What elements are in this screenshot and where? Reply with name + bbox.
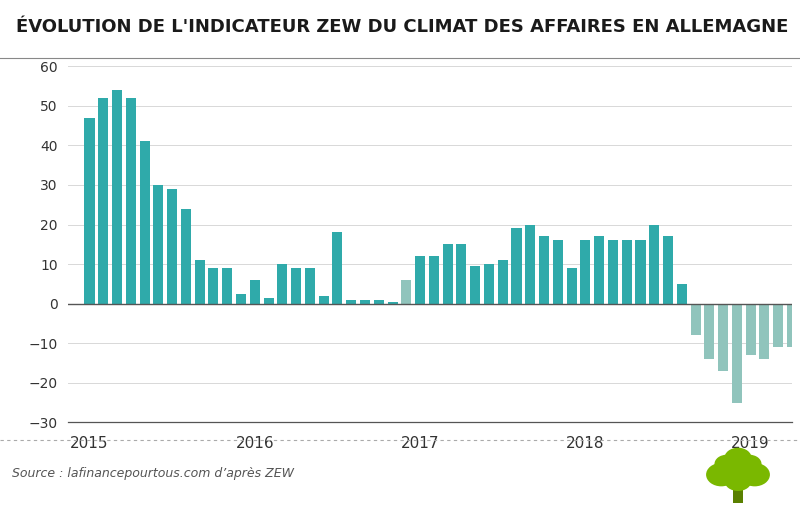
- Bar: [402, 280, 411, 304]
- Bar: [181, 209, 191, 304]
- Bar: [732, 304, 742, 403]
- Circle shape: [724, 470, 752, 491]
- Bar: [112, 90, 122, 304]
- Bar: [733, 488, 743, 503]
- Circle shape: [739, 463, 770, 487]
- Bar: [346, 300, 356, 304]
- Bar: [484, 264, 494, 304]
- Bar: [278, 264, 287, 304]
- Bar: [305, 268, 315, 304]
- Bar: [209, 268, 218, 304]
- Bar: [677, 284, 687, 304]
- Bar: [718, 304, 728, 371]
- Bar: [635, 240, 646, 304]
- Bar: [429, 256, 439, 304]
- Bar: [387, 302, 398, 304]
- Bar: [511, 229, 522, 304]
- Bar: [580, 240, 590, 304]
- Bar: [704, 304, 714, 359]
- Circle shape: [738, 455, 762, 473]
- Bar: [85, 118, 94, 304]
- Bar: [98, 98, 108, 304]
- Bar: [415, 256, 425, 304]
- Bar: [470, 266, 480, 304]
- Bar: [360, 300, 370, 304]
- Bar: [154, 185, 163, 304]
- Bar: [126, 98, 136, 304]
- Bar: [539, 236, 549, 304]
- Bar: [318, 296, 329, 304]
- Bar: [456, 244, 466, 304]
- Bar: [167, 189, 177, 304]
- Bar: [773, 304, 783, 347]
- Bar: [759, 304, 770, 359]
- Bar: [608, 240, 618, 304]
- Text: Source : lafinancepourtous.com d’après ZEW: Source : lafinancepourtous.com d’après Z…: [12, 467, 294, 480]
- Bar: [690, 304, 701, 335]
- Circle shape: [714, 455, 738, 473]
- Bar: [526, 224, 535, 304]
- Bar: [236, 294, 246, 304]
- Bar: [374, 300, 384, 304]
- Bar: [622, 240, 632, 304]
- Bar: [194, 260, 205, 304]
- Circle shape: [724, 448, 752, 469]
- Bar: [594, 236, 604, 304]
- Bar: [222, 268, 232, 304]
- Bar: [250, 280, 260, 304]
- Bar: [746, 304, 756, 355]
- Bar: [663, 236, 673, 304]
- Bar: [566, 268, 577, 304]
- Bar: [139, 142, 150, 304]
- Circle shape: [718, 454, 758, 486]
- Bar: [333, 233, 342, 304]
- Text: ÉVOLUTION DE L'INDICATEUR ZEW DU CLIMAT DES AFFAIRES EN ALLEMAGNE: ÉVOLUTION DE L'INDICATEUR ZEW DU CLIMAT …: [16, 18, 788, 37]
- Bar: [498, 260, 508, 304]
- Bar: [787, 304, 797, 347]
- Bar: [442, 244, 453, 304]
- Circle shape: [706, 463, 737, 487]
- Bar: [650, 224, 659, 304]
- Bar: [291, 268, 301, 304]
- Bar: [553, 240, 563, 304]
- Bar: [263, 298, 274, 304]
